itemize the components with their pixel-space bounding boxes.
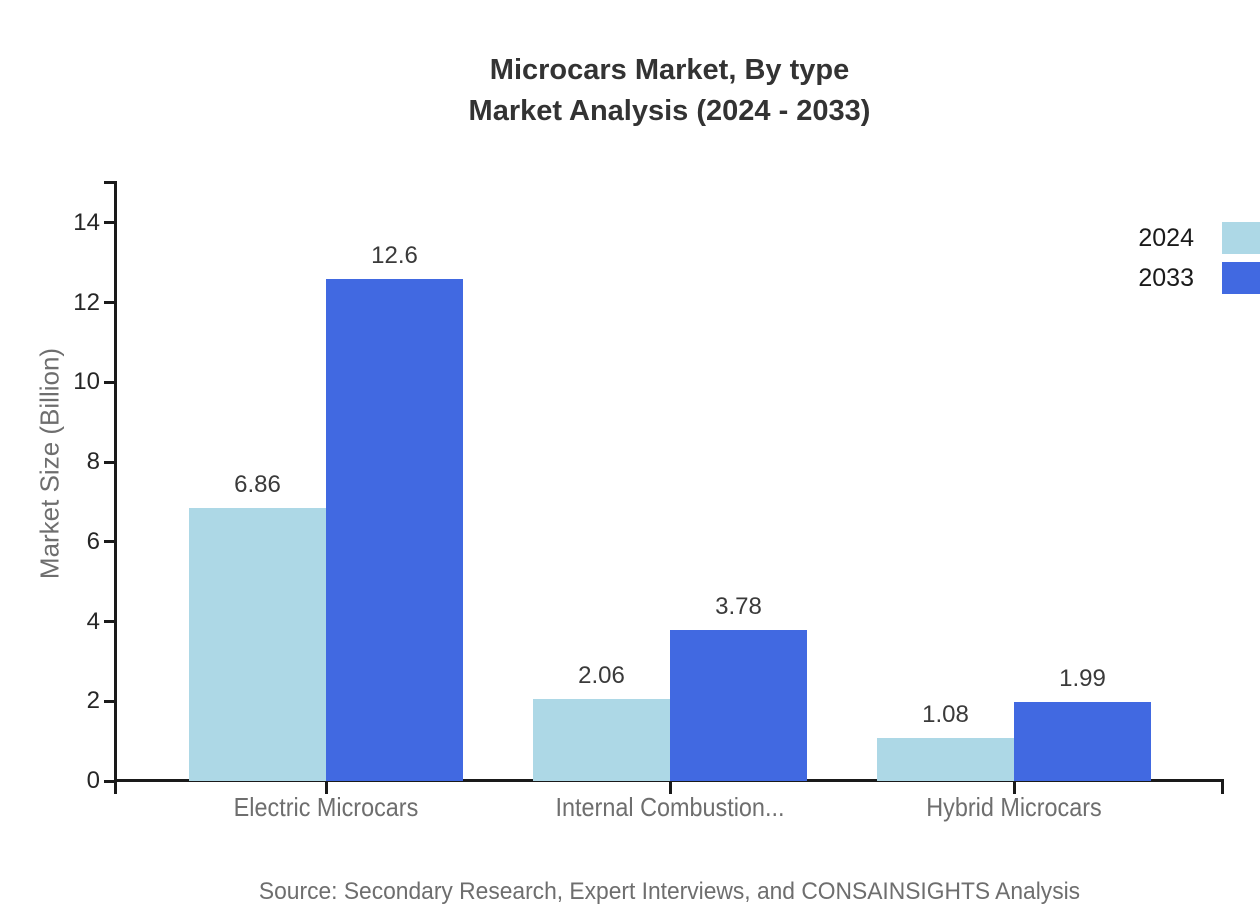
y-tick-mark — [104, 620, 114, 624]
y-tick-label: 14 — [73, 208, 100, 236]
y-tick-label: 10 — [73, 368, 100, 396]
legend-item-2024[interactable]: 2024 — [1138, 222, 1260, 254]
value-label-2024-internal-combustion: 2.06 — [578, 662, 625, 689]
y-tick-label: 12 — [73, 288, 100, 316]
legend-label: 2033 — [1138, 263, 1194, 292]
x-category-label-internal-combustion: Internal Combustion... — [555, 792, 785, 822]
value-label-2024-hybrid-microcars: 1.08 — [922, 701, 969, 728]
x-tick-mark — [1012, 781, 1016, 794]
legend-swatch-2024 — [1222, 222, 1260, 254]
chart-title-line1: Microcars Market, By type — [489, 54, 850, 86]
x-tick-mark — [668, 781, 672, 794]
y-tick-mark — [104, 699, 114, 703]
legend-label: 2024 — [1138, 223, 1194, 252]
y-tick-mark — [104, 380, 114, 384]
y-tick-mark — [104, 221, 114, 225]
y-axis-line — [114, 181, 117, 782]
value-label-2033-internal-combustion: 3.78 — [715, 593, 762, 620]
x-axis-start-tick — [114, 781, 117, 794]
x-category-label-electric-microcars: Electric Microcars — [233, 792, 419, 822]
value-label-2033-hybrid-microcars: 1.99 — [1059, 665, 1106, 692]
x-axis-end-tick — [1221, 781, 1224, 794]
source-attribution: Source: Secondary Research, Expert Inter… — [258, 878, 1081, 905]
bar-2033-internal-combustion[interactable] — [670, 630, 807, 781]
y-axis-end-cap — [104, 181, 114, 184]
legend-swatch-2033 — [1222, 262, 1260, 294]
legend: 2024 2033 — [1138, 222, 1260, 302]
y-tick-label: 8 — [86, 448, 100, 476]
y-tick-label: 4 — [86, 607, 100, 635]
y-tick-label: 0 — [86, 767, 100, 794]
y-tick-label: 2 — [86, 687, 100, 715]
x-tick-mark — [324, 781, 328, 794]
value-label-2033-electric-microcars: 12.6 — [371, 242, 418, 269]
value-label-2024-electric-microcars: 6.86 — [234, 471, 281, 498]
bar-2033-hybrid-microcars[interactable] — [1014, 702, 1151, 781]
legend-item-2033[interactable]: 2033 — [1138, 262, 1260, 294]
bar-2024-hybrid-microcars[interactable] — [877, 738, 1014, 781]
y-tick-mark — [104, 460, 114, 464]
y-tick-mark — [104, 540, 114, 544]
bar-2024-internal-combustion[interactable] — [533, 699, 670, 781]
y-tick-mark — [104, 301, 114, 305]
x-category-label-hybrid-microcars: Hybrid Microcars — [926, 792, 1102, 822]
chart-title: Microcars Market, By type Market Analysi… — [117, 50, 1222, 132]
y-tick-mark — [104, 779, 114, 783]
y-tick-label: 6 — [86, 527, 100, 555]
bar-2024-electric-microcars[interactable] — [189, 508, 326, 781]
bar-2033-electric-microcars[interactable] — [326, 279, 463, 781]
chart-title-line2: Market Analysis (2024 - 2033) — [468, 95, 871, 127]
